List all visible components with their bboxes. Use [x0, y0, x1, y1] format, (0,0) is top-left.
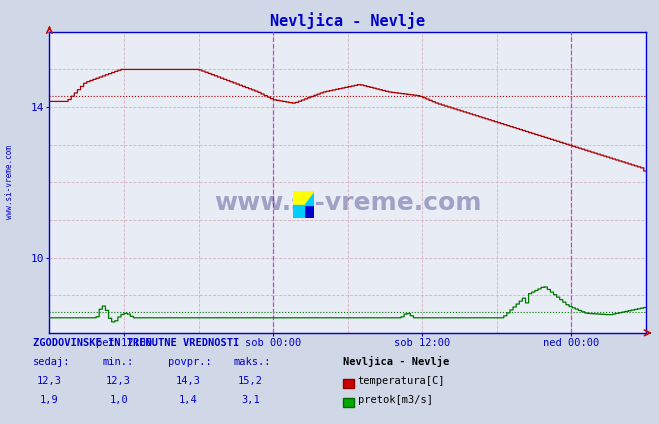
Text: 12,3: 12,3	[37, 376, 62, 386]
Polygon shape	[304, 191, 314, 204]
Text: 3,1: 3,1	[241, 395, 260, 405]
Text: temperatura[C]: temperatura[C]	[358, 376, 445, 386]
Title: Nevljica - Nevlje: Nevljica - Nevlje	[270, 12, 425, 29]
Polygon shape	[304, 191, 314, 204]
Text: 1,9: 1,9	[40, 395, 59, 405]
Text: 1,4: 1,4	[179, 395, 197, 405]
Text: 12,3: 12,3	[106, 376, 131, 386]
Text: www.si-vreme.com: www.si-vreme.com	[214, 191, 481, 215]
Text: 14,3: 14,3	[175, 376, 200, 386]
Text: ZGODOVINSKE IN TRENUTNE VREDNOSTI: ZGODOVINSKE IN TRENUTNE VREDNOSTI	[33, 338, 239, 348]
Text: 15,2: 15,2	[238, 376, 263, 386]
Text: 1,0: 1,0	[109, 395, 128, 405]
Text: min.:: min.:	[102, 357, 133, 367]
Text: maks.:: maks.:	[234, 357, 272, 367]
Text: sedaj:: sedaj:	[33, 357, 71, 367]
Text: www.si-vreme.com: www.si-vreme.com	[5, 145, 14, 219]
Bar	[293, 191, 304, 204]
Bar	[304, 204, 314, 218]
Bar	[304, 191, 314, 204]
Text: povpr.:: povpr.:	[168, 357, 212, 367]
Bar	[293, 204, 304, 218]
Text: Nevljica - Nevlje: Nevljica - Nevlje	[343, 356, 449, 367]
Text: pretok[m3/s]: pretok[m3/s]	[358, 395, 433, 405]
